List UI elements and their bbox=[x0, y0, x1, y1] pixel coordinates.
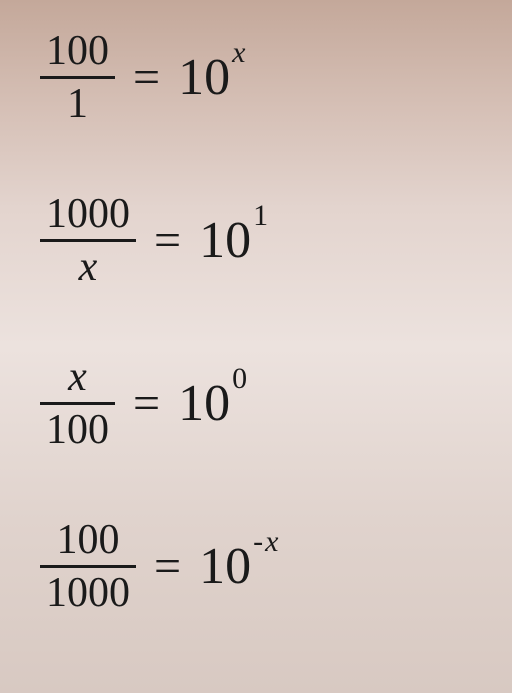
equals-sign: = bbox=[133, 376, 160, 431]
rhs: 10 -x bbox=[199, 541, 278, 593]
denominator: 100 bbox=[40, 407, 115, 453]
equation-row: 100 1 = 10 x bbox=[40, 28, 512, 127]
equation-row: 100 1000 = 10 -x bbox=[40, 517, 512, 616]
rhs-exponent: 1 bbox=[253, 201, 268, 231]
rhs-base: 10 bbox=[199, 541, 251, 593]
fraction-bar bbox=[40, 239, 136, 242]
denominator: 1000 bbox=[40, 570, 136, 616]
denominator: x bbox=[73, 244, 104, 290]
rhs-base: 10 bbox=[199, 215, 251, 267]
equation-row: 1000 x = 10 1 bbox=[40, 191, 512, 290]
fraction: 100 1000 bbox=[40, 517, 136, 616]
rhs: 10 0 bbox=[178, 378, 247, 430]
equals-sign: = bbox=[133, 50, 160, 105]
fraction: x 100 bbox=[40, 354, 115, 453]
equals-sign: = bbox=[154, 539, 181, 594]
equation-list: 100 1 = 10 x 1000 x = 10 1 x 100 = 10 bbox=[0, 0, 512, 616]
numerator: 100 bbox=[40, 28, 115, 74]
numerator: x bbox=[62, 354, 93, 400]
rhs-base: 10 bbox=[178, 52, 230, 104]
fraction: 100 1 bbox=[40, 28, 115, 127]
equals-sign: = bbox=[154, 213, 181, 268]
negative-sign: - bbox=[253, 525, 263, 558]
fraction: 1000 x bbox=[40, 191, 136, 290]
numerator: 100 bbox=[51, 517, 126, 563]
rhs-exponent: -x bbox=[253, 527, 278, 557]
fraction-bar bbox=[40, 402, 115, 405]
rhs: 10 1 bbox=[199, 215, 268, 267]
numerator: 1000 bbox=[40, 191, 136, 237]
equation-row: x 100 = 10 0 bbox=[40, 354, 512, 453]
rhs-exponent: x bbox=[232, 38, 245, 68]
fraction-bar bbox=[40, 76, 115, 79]
rhs-base: 10 bbox=[178, 378, 230, 430]
rhs-exponent: 0 bbox=[232, 364, 247, 394]
rhs: 10 x bbox=[178, 52, 245, 104]
denominator: 1 bbox=[61, 81, 94, 127]
rhs-exponent-var: x bbox=[265, 525, 278, 558]
fraction-bar bbox=[40, 565, 136, 568]
